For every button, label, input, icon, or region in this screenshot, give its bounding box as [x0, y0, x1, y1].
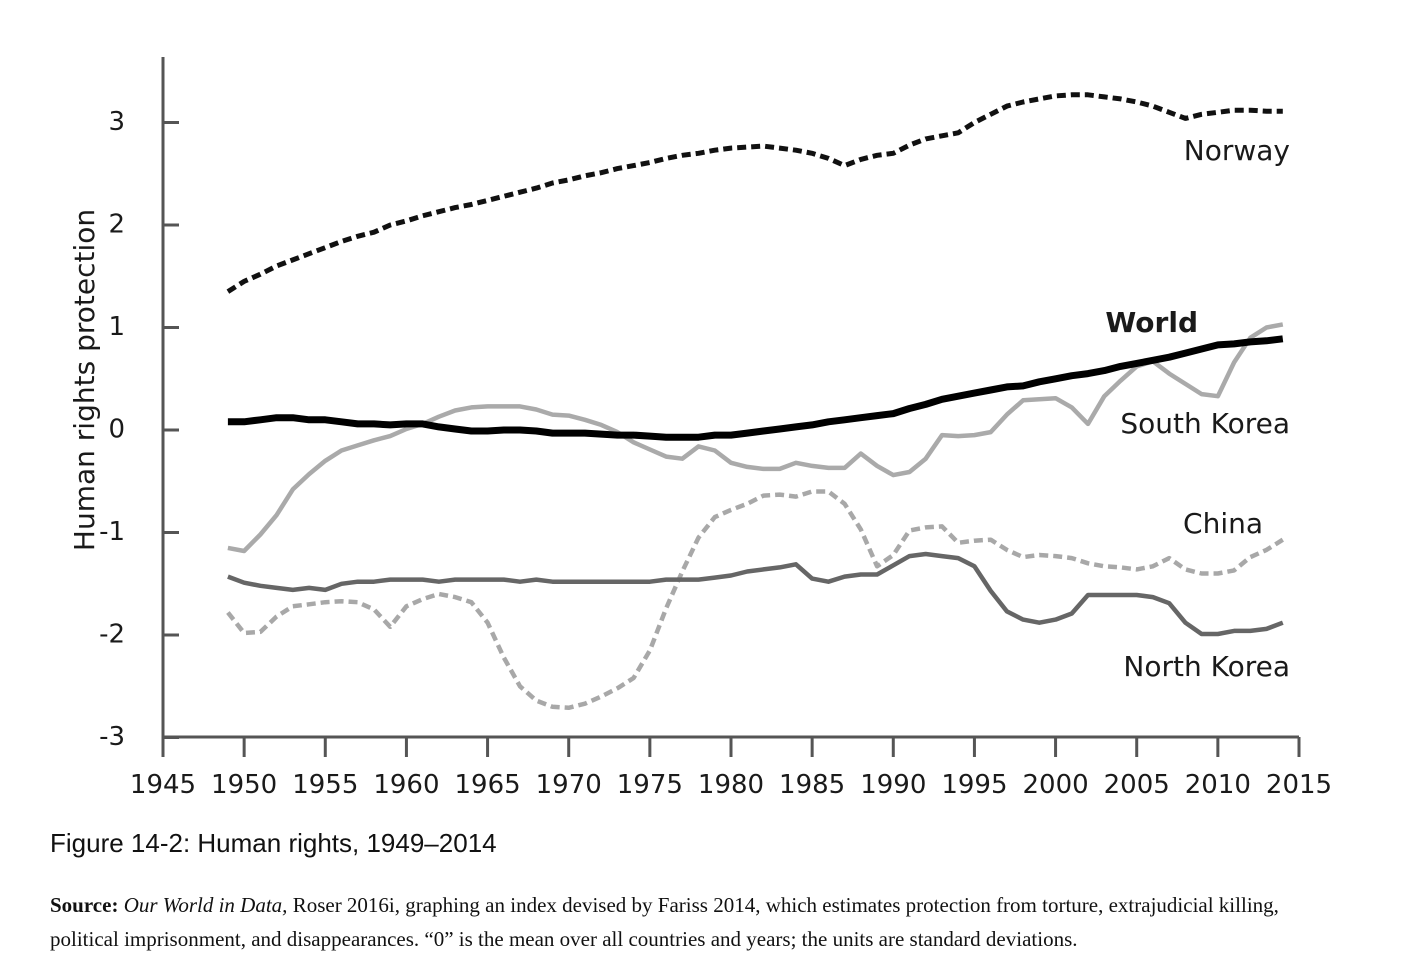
y-tick-label: -3: [99, 722, 125, 752]
x-tick-label: 1990: [860, 770, 926, 800]
series-labels: Norway World South Korea China North Korea: [1105, 134, 1290, 683]
figure-caption: Figure 14-2: Human rights, 1949–2014: [50, 828, 497, 858]
series-label-south-korea: South Korea: [1120, 407, 1290, 440]
series-line-north-korea: [227, 551, 1284, 637]
y-tick-label: 1: [108, 312, 125, 342]
x-tick-label: 1985: [779, 770, 845, 800]
source-label: Source:: [50, 893, 119, 917]
x-tick-label: 1980: [698, 770, 764, 800]
series-label-world: World: [1105, 306, 1198, 339]
source-note: Source: Our World in Data, Roser 2016i, …: [50, 888, 1350, 956]
x-tick-label: 1955: [292, 770, 358, 800]
x-tick-label: 1965: [454, 770, 520, 800]
x-tick-label: 1945: [130, 770, 196, 800]
x-tick-label: 1995: [941, 770, 1007, 800]
series-line-china: [226, 489, 1284, 711]
series-line-norway: [226, 92, 1283, 294]
series-label-china: China: [1183, 507, 1263, 540]
x-tick-label: 2015: [1266, 770, 1332, 800]
y-tick-label: 2: [108, 210, 125, 240]
y-axis-title: Human rights protection: [68, 209, 101, 551]
x-tick-label: 2005: [1104, 770, 1170, 800]
y-tick-label: -2: [99, 620, 125, 650]
x-tick-label: 2000: [1022, 770, 1088, 800]
series-line-world: [227, 335, 1284, 441]
series-label-north-korea: North Korea: [1123, 650, 1290, 683]
x-tick-label: 1960: [373, 770, 439, 800]
x-tick-label: 1950: [211, 770, 277, 800]
source-publication: Our World in Data,: [123, 893, 288, 917]
series-line-south-korea: [227, 322, 1284, 554]
x-tick-label: 1975: [617, 770, 683, 800]
x-tick-label: 2010: [1185, 770, 1251, 800]
x-tick-label: 1970: [536, 770, 602, 800]
y-tick-label: 0: [108, 415, 125, 445]
source-text: Roser 2016i, graphing an index devised b…: [50, 893, 1279, 951]
y-tick-label: -1: [99, 517, 125, 547]
series-label-norway: Norway: [1184, 134, 1290, 167]
series-lines: [226, 92, 1284, 711]
y-tick-label: 3: [108, 107, 125, 137]
